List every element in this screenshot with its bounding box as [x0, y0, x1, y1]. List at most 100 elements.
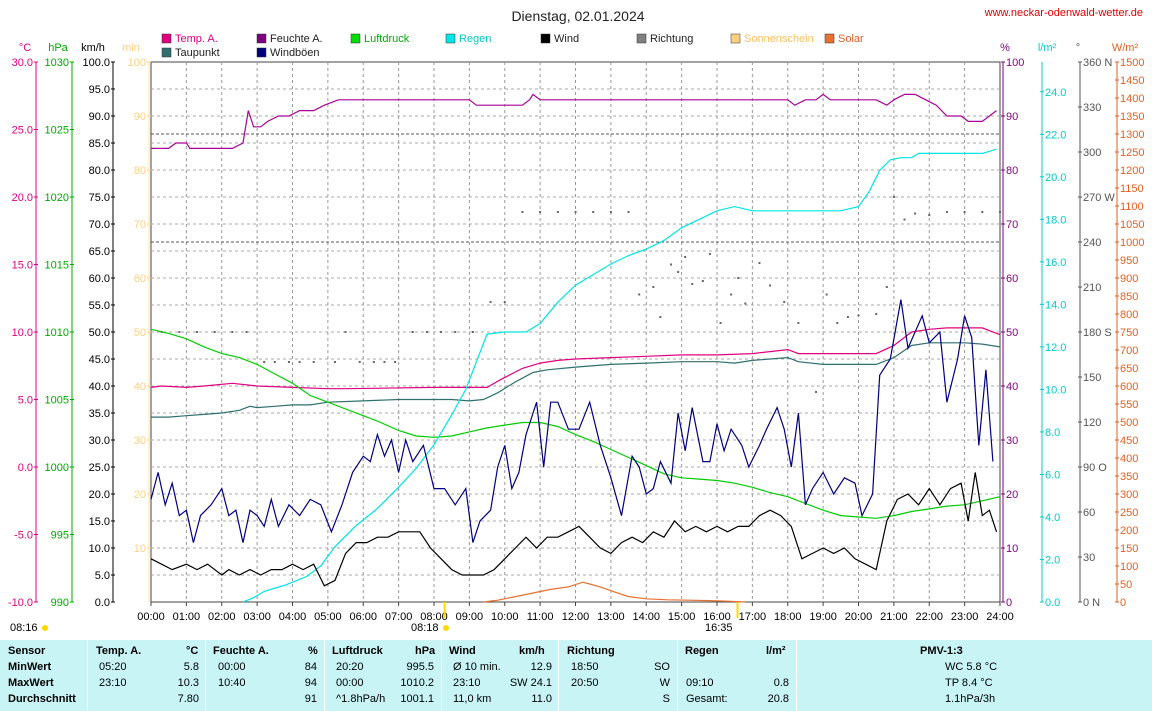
y-tick-label-rain: 8.0 — [1045, 427, 1060, 439]
stats-divider — [558, 640, 559, 711]
direction-point — [892, 196, 895, 198]
direction-point — [287, 361, 290, 363]
y-tick-label-solar: 1300 — [1120, 129, 1144, 141]
direction-point — [914, 212, 917, 215]
stats-header-dir: Richtung — [567, 645, 615, 657]
y-tick-label-temp: 0.0 — [18, 462, 33, 474]
direction-point — [846, 316, 849, 318]
x-tick-label: 09:00 — [456, 611, 484, 623]
y-tick-label-solar: 1400 — [1120, 93, 1144, 105]
y-tick-label-humidity: 90 — [1006, 111, 1018, 123]
y-tick-label-wind: 40.0 — [89, 381, 110, 393]
stats-divider — [441, 640, 442, 711]
unit-temp: °C — [19, 42, 31, 54]
y-tick-label-wind: 95.0 — [89, 84, 110, 96]
legend-swatch — [636, 33, 647, 44]
y-tick-label-solar: 1350 — [1120, 111, 1144, 123]
x-tick-label: 17:00 — [739, 611, 767, 623]
direction-point — [836, 322, 839, 324]
stats-cell-press: 1010.2 — [400, 677, 434, 689]
x-tick-label: 07:00 — [385, 611, 413, 623]
direction-point — [298, 361, 301, 363]
stats-table: Sensor Temp. A. °C Feuchte A. % Luftdruc… — [0, 640, 1152, 711]
direction-point — [684, 256, 687, 258]
y-tick-label-solar: 1050 — [1120, 219, 1144, 231]
y-tick-label-wind: 65.0 — [89, 246, 110, 258]
stats-header-wind: Wind — [449, 645, 476, 657]
y-tick-label-rain: 14.0 — [1045, 299, 1066, 311]
y-tick-label-solar: 750 — [1120, 327, 1138, 339]
y-tick-label-rain: 18.0 — [1045, 214, 1066, 226]
direction-point — [195, 331, 198, 333]
direction-point — [945, 211, 948, 213]
legend-label: Solar — [838, 33, 864, 45]
x-tick-label: 20:00 — [845, 611, 873, 623]
x-tick-label: 02:00 — [208, 611, 236, 623]
x-tick-label: 06:00 — [349, 611, 377, 623]
y-tick-label-wind: 55.0 — [89, 300, 110, 312]
direction-point — [744, 302, 747, 305]
y-tick-label-direction: 90 O — [1083, 462, 1107, 474]
x-tick-label: 21:00 — [880, 611, 908, 623]
stats-cell-wind-label: 11,0 km — [453, 693, 492, 705]
y-tick-label-wind: 5.0 — [95, 570, 110, 582]
stats-row-label: MaxWert — [8, 677, 54, 689]
weather-chart: Temp. A. Taupunkt Feuchte A. Windböen Luftdr… — [8, 7, 1145, 634]
y-tick-label-solar: 450 — [1120, 435, 1138, 447]
unit-sun: min — [122, 42, 140, 54]
direction-point — [825, 293, 828, 296]
y-tick-label-solar: 1200 — [1120, 165, 1144, 177]
legend-swatch — [161, 33, 172, 44]
y-tick-label-rain: 2.0 — [1045, 554, 1060, 566]
legend-swatch — [445, 33, 456, 44]
stats-cell-dir-time: 20:50 — [571, 677, 599, 689]
y-tick-label-pressure: 1020 — [45, 192, 69, 204]
series-line-luftdruck — [150, 328, 1001, 519]
stats-cell-pmv: TP 8.4 °C — [945, 677, 993, 689]
legend-swatch — [540, 33, 551, 44]
direction-point — [471, 331, 474, 333]
stats-divider — [677, 640, 678, 711]
legend-swatch — [256, 47, 267, 58]
y-tick-label-wind: 70.0 — [89, 219, 110, 231]
legend-label: Wind — [554, 33, 579, 45]
y-tick-label-rain: 4.0 — [1045, 512, 1060, 524]
y-tick-label-solar: 950 — [1120, 255, 1138, 267]
direction-point — [701, 280, 704, 282]
direction-point — [383, 361, 386, 363]
y-tick-label-sun: 100 — [128, 57, 146, 69]
stats-row-label: Durchschnitt — [8, 693, 76, 705]
direction-point — [928, 214, 931, 216]
direction-point — [263, 361, 266, 363]
y-tick-label-wind: 50.0 — [89, 327, 110, 339]
direction-point — [245, 331, 248, 333]
stats-divider — [324, 640, 325, 711]
site-link[interactable]: www.neckar-odenwald-wetter.de — [984, 7, 1143, 19]
x-tick-label: 10:00 — [491, 611, 519, 623]
y-tick-label-wind: 0.0 — [95, 597, 110, 609]
y-tick-label-humidity: 30 — [1006, 435, 1018, 447]
x-tick-label: 14:00 — [632, 611, 660, 623]
y-tick-label-sun: 10 — [134, 543, 146, 555]
direction-point — [708, 253, 711, 255]
x-tick-label: 04:00 — [279, 611, 307, 623]
y-tick-label-direction: 300 — [1083, 147, 1101, 159]
y-tick-label-direction: 270 W — [1083, 192, 1115, 204]
y-tick-label-solar: 0 — [1120, 597, 1126, 609]
y-tick-label-pressure: 1030 — [45, 57, 69, 69]
stats-cell-rain-time: Gesamt: — [686, 693, 728, 705]
direction-point — [730, 293, 733, 296]
y-tick-label-solar: 600 — [1120, 381, 1138, 393]
direction-point — [670, 263, 673, 266]
y-tick-label-humidity: 60 — [1006, 273, 1018, 285]
series-line-windb-en — [150, 299, 994, 543]
y-tick-label-temp: 20.0 — [12, 192, 33, 204]
stats-header-sensor: Sensor — [8, 645, 46, 657]
legend-label: Taupunkt — [175, 47, 220, 59]
stats-cell-wind: 12.9 — [530, 661, 552, 673]
y-tick-label-wind: 100.0 — [82, 57, 110, 69]
stats-header-temp: Temp. A. — [96, 645, 142, 657]
direction-point — [425, 331, 428, 333]
legend-label: Windböen — [270, 47, 320, 59]
x-tick-label: 22:00 — [915, 611, 943, 623]
